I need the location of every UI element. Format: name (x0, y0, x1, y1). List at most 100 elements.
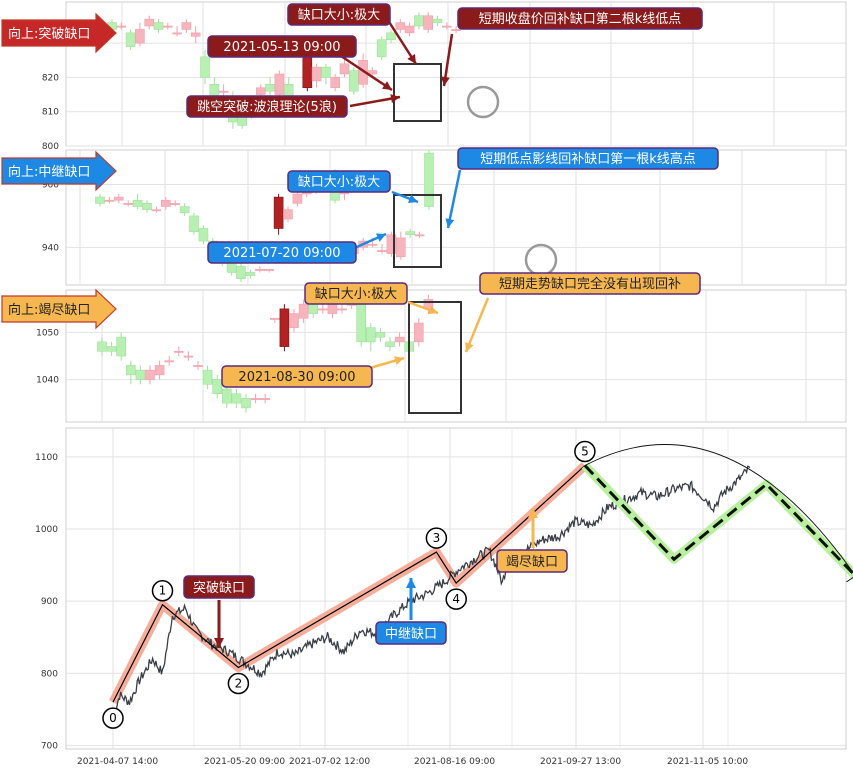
candle-body (451, 29, 461, 31)
wave-marker (425, 527, 448, 549)
candle-body (116, 336, 126, 357)
candle-body (114, 196, 124, 201)
candle-body (193, 365, 203, 367)
gap-annotation-box (496, 549, 568, 573)
candle-body (183, 355, 194, 358)
candle-body (106, 346, 117, 352)
panel-title-tag (1, 288, 117, 330)
wave-label: 1 (159, 584, 167, 598)
candle-body (386, 234, 397, 254)
candle-body (116, 25, 127, 28)
y-tick-label: 940 (42, 243, 59, 253)
candle-body (104, 199, 115, 202)
y-tick-label: 1050 (36, 328, 59, 338)
panel-exhaustion-gap: 1040 1050 缺口大小:极大 短期走势缺口完全没有出现回补 2021-08-30 … (1, 272, 847, 423)
candle-body (317, 308, 328, 311)
candle-body (385, 341, 395, 347)
wave-label: 4 (452, 592, 460, 606)
candle-body (145, 369, 155, 380)
candle-body (269, 317, 280, 320)
candle-body (125, 32, 136, 47)
panel-continuation-gap: 940 960 缺口大小:极大 短期低点影线回补缺口第一根k线高点 2021-07-20… (1, 147, 847, 286)
candle-body (423, 15, 434, 30)
panel-title: 向上:中继缺口 (8, 164, 90, 180)
candle-body (241, 398, 251, 409)
panel-breakout-gap: 800810820830缺口大小:极大短期收盘价回补缺口第二根k线低点2021-… (1, 1, 847, 152)
candle-body (151, 209, 162, 212)
candle-body (432, 18, 443, 23)
wave-label: 2 (235, 676, 243, 690)
gap-size-label: 缺口大小:极大 (298, 8, 380, 23)
candle-body (97, 341, 107, 352)
panel-frame (65, 289, 847, 423)
y-tick-label: 700 (41, 741, 58, 751)
candle-body (386, 32, 396, 41)
gap-annotation-arrowhead (406, 578, 416, 588)
candle-body (289, 313, 299, 329)
gap-date-label: 2021-08-30 09:00 (238, 370, 355, 385)
projection-end-tick (846, 576, 853, 583)
gap-date-label-box (207, 35, 357, 58)
wave-label: 0 (109, 711, 117, 725)
y-tick-label: 810 (42, 108, 59, 118)
candle-body (337, 308, 347, 311)
panel-title: 向上:竭尽缺口 (8, 302, 90, 318)
annotation-arrowhead (382, 81, 392, 90)
y-tick-label: 800 (42, 142, 59, 152)
wave-line (112, 465, 586, 703)
candle-body (212, 379, 222, 395)
candle-body (283, 209, 293, 220)
candle-body (441, 25, 452, 28)
annotation-arrow (446, 169, 462, 229)
gap-size-label: 缺口大小:极大 (315, 287, 397, 302)
candle-body (308, 303, 319, 314)
wave-marker (151, 579, 174, 602)
y-tick-label: 1040 (36, 376, 59, 386)
gap-date-label-box (207, 241, 357, 264)
candle-body (174, 350, 184, 353)
candle-body (123, 203, 133, 205)
candle-body (142, 203, 152, 210)
panel-title-tag (1, 12, 117, 54)
candle-body (154, 365, 165, 376)
gap-annotation-arrowhead (214, 638, 224, 648)
annotation-arrowhead (390, 94, 400, 104)
candle-body (413, 322, 424, 343)
gap-size-label-box (304, 282, 408, 305)
gap-annotation-box (183, 575, 255, 599)
candle-body (348, 70, 359, 92)
candle-body (161, 199, 171, 207)
candle-body (414, 15, 424, 27)
candle-body (231, 393, 242, 404)
gap-date-label: 2021-05-13 09:00 (223, 40, 340, 55)
candle-body (181, 22, 192, 30)
gap-fill-label: 短期收盘价回补缺口第二根k线低点 (479, 11, 682, 27)
candle-body (292, 193, 303, 204)
wave-marker (227, 672, 250, 695)
candle-body (327, 303, 338, 314)
panel-frame (65, 149, 847, 286)
annotation-arrowhead (375, 233, 386, 242)
wave-marker (445, 588, 467, 610)
candle-body (311, 66, 322, 82)
candle-body (172, 32, 182, 35)
candle-body (356, 303, 367, 343)
gap-annotation-label: 突破缺口 (193, 580, 245, 596)
candle-body (321, 66, 331, 78)
candle-body (132, 199, 143, 207)
gap-annotation-arrowhead (528, 508, 538, 518)
wave-marker (574, 440, 596, 463)
candle-body (365, 327, 376, 343)
candle-body (164, 360, 174, 363)
y-tick-label: 960 (42, 181, 59, 191)
candle-body (236, 265, 246, 280)
annotation-arrowhead (445, 218, 455, 228)
candle-body (202, 369, 213, 385)
projection-arc (584, 444, 853, 574)
gap-highlight-box (393, 63, 442, 122)
candle-body (189, 215, 199, 232)
candle-body (135, 369, 146, 380)
y-tick-label: 1100 (35, 453, 58, 463)
candle-body (330, 77, 341, 89)
gap-fill-label-box (457, 7, 703, 30)
